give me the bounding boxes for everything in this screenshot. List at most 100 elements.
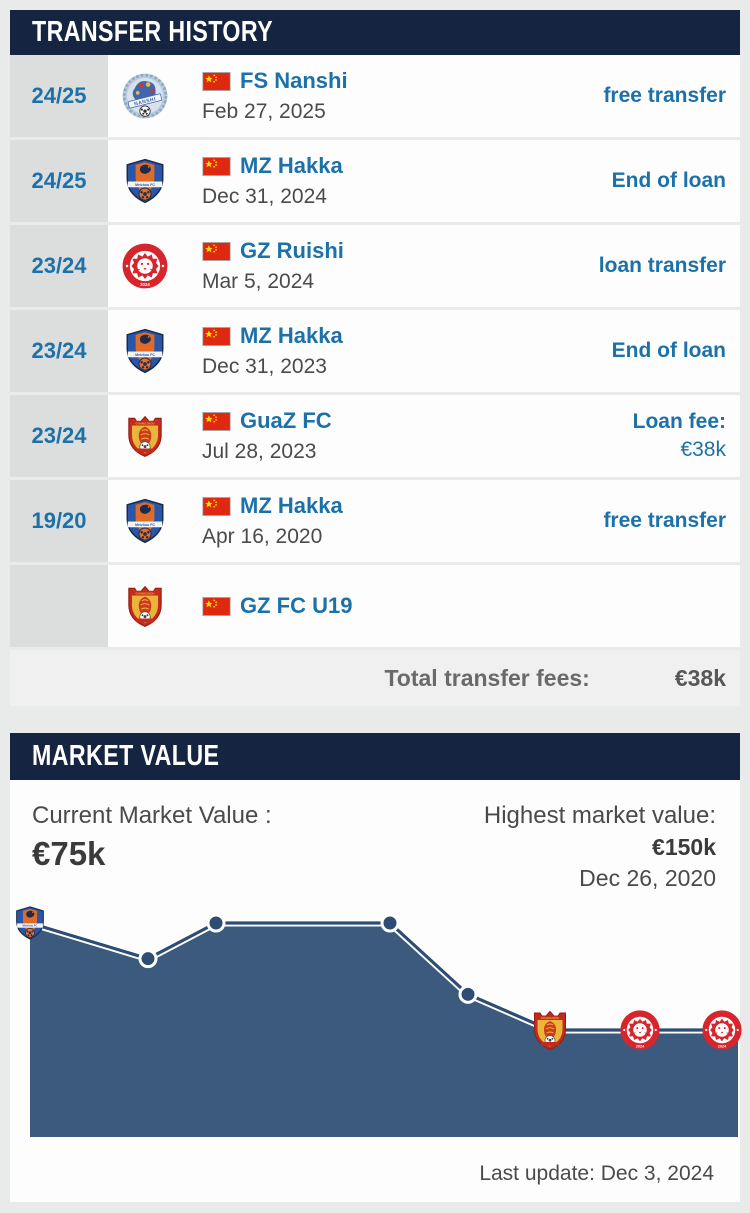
club-logo-link[interactable] (108, 157, 182, 205)
club-logo-link[interactable] (108, 497, 182, 545)
market-value-section: MARKET VALUE Current Market Value : €75k… (10, 733, 743, 1202)
club-name[interactable]: MZ Hakka (240, 323, 343, 348)
transfer-date: Jul 28, 2023 (202, 440, 317, 463)
chart-area (30, 922, 738, 1137)
club-name[interactable]: GZ FC U19 (240, 593, 353, 618)
transfer-date: Mar 5, 2024 (202, 270, 315, 293)
chart-point-dot (380, 913, 400, 933)
fee-text: free transfer (603, 83, 726, 107)
transfer-date: Feb 27, 2025 (202, 100, 326, 123)
club-info: GuaZ FC Jul 28, 2023 (182, 408, 332, 464)
transfer-row-main: MZ Hakka Dec 31, 2023 End of loan (108, 310, 740, 392)
season-cell (10, 565, 108, 647)
transfer-row: GZ FC U19 (10, 565, 740, 647)
transfer-row: 24/25 MZ Hakka Dec 31, 2024 End of loan (10, 140, 740, 222)
transfer-date: Apr 16, 2020 (202, 525, 323, 548)
china-flag-icon (202, 497, 231, 516)
transfer-row: 19/20 MZ Hakka Apr 16, 2020 free transfe… (10, 480, 740, 562)
total-transfer-fees-row: Total transfer fees: €38k (10, 650, 740, 706)
fee-cell: End of loan (612, 337, 740, 365)
transfer-row-main: GuaZ FC Jul 28, 2023 Loan fee: €38k (108, 395, 740, 477)
china-flag-icon (202, 72, 231, 91)
china-flag-icon (202, 327, 231, 346)
china-flag-icon (202, 157, 231, 176)
total-transfer-fees-value: €38k (674, 664, 726, 691)
club-info: MZ Hakka Dec 31, 2023 (182, 323, 343, 379)
transfer-row-main: FS Nanshi Feb 27, 2025 free transfer (108, 55, 740, 137)
club-name[interactable]: MZ Hakka (240, 493, 343, 518)
guaz-fc-logo-icon (121, 412, 169, 460)
club-info: MZ Hakka Apr 16, 2020 (182, 493, 343, 549)
transfer-row: 23/24 MZ Hakka Dec 31, 2023 End of loan (10, 310, 740, 392)
gz-ruishi-logo-icon (121, 242, 169, 290)
china-flag-icon (202, 597, 231, 616)
club-logo-link[interactable] (108, 582, 182, 630)
season-cell: 24/25 (10, 55, 108, 137)
chart-point-dot (206, 913, 226, 933)
transfer-row: 24/25 FS Nanshi Feb 27, 2025 free transf… (10, 55, 740, 137)
total-transfer-fees-label: Total transfer fees: (384, 664, 590, 691)
club-logo-link[interactable] (108, 242, 182, 290)
club-name[interactable]: GZ Ruishi (240, 238, 344, 263)
chart-point-ruishi-logo-icon (619, 1009, 661, 1051)
fee-cell: loan transfer (599, 252, 740, 280)
transfer-row: 23/24 GZ Ruishi Mar 5, 2024 loan transfe… (10, 225, 740, 307)
transfer-row: 23/24 GuaZ FC Jul 28, 2023 Loan fee: €38… (10, 395, 740, 477)
transfer-row-main: MZ Hakka Apr 16, 2020 free transfer (108, 480, 740, 562)
season-cell: 23/24 (10, 310, 108, 392)
club-name[interactable]: FS Nanshi (240, 68, 348, 93)
fs-nanshi-logo-icon (121, 72, 169, 120)
transfer-history-section: TRANSFER HISTORY 24/25 FS Nanshi Feb 27,… (10, 10, 740, 706)
fee-value: €38k (680, 438, 726, 461)
highest-market-value-date: Dec 26, 2020 (579, 865, 716, 891)
fee-cell: free transfer (603, 82, 740, 110)
transfer-row-main: GZ Ruishi Mar 5, 2024 loan transfer (108, 225, 740, 307)
chart-point-dot (458, 984, 478, 1004)
season-cell: 23/24 (10, 225, 108, 307)
transfer-history-header: TRANSFER HISTORY (10, 10, 740, 55)
transfer-row-main: GZ FC U19 (108, 565, 740, 647)
china-flag-icon (202, 242, 231, 261)
china-flag-icon (202, 412, 231, 431)
fee-text: free transfer (603, 508, 726, 532)
transfer-date: Dec 31, 2024 (202, 185, 327, 208)
transfer-history-title: TRANSFER HISTORY (32, 16, 273, 48)
club-info: FS Nanshi Feb 27, 2025 (182, 68, 348, 124)
club-logo-link[interactable] (108, 327, 182, 375)
market-value-chart (16, 906, 743, 1137)
season-cell: 19/20 (10, 480, 108, 562)
season-cell: 23/24 (10, 395, 108, 477)
fee-cell: End of loan (612, 167, 740, 195)
club-info: GZ FC U19 (182, 593, 352, 619)
mz-hakka-logo-icon (121, 327, 169, 375)
market-value-header: MARKET VALUE (10, 733, 740, 780)
season-cell: 24/25 (10, 140, 108, 222)
club-info: GZ Ruishi Mar 5, 2024 (182, 238, 344, 294)
highest-market-value-label: Highest market value: (483, 802, 716, 829)
transfer-row-main: MZ Hakka Dec 31, 2024 End of loan (108, 140, 740, 222)
current-market-value: €75k (32, 835, 106, 872)
fee-text: End of loan (611, 338, 726, 362)
highest-market-value-block: Highest market value: €150k Dec 26, 2020 (484, 802, 716, 892)
club-name[interactable]: MZ Hakka (240, 153, 343, 178)
mz-hakka-logo-icon (121, 157, 169, 205)
market-value-title: MARKET VALUE (32, 740, 220, 772)
last-update-text: Last update: Dec 3, 2024 (479, 1162, 714, 1185)
current-market-value-label: Current Market Value : (32, 802, 272, 829)
fee-text: loan transfer (598, 253, 726, 277)
club-logo-link[interactable] (108, 72, 182, 120)
club-logo-link[interactable] (108, 412, 182, 460)
gz-fc-u19-logo-icon (121, 582, 169, 630)
club-info: MZ Hakka Dec 31, 2024 (182, 153, 343, 209)
chart-point-dot (138, 949, 158, 969)
fee-text: End of loan (611, 168, 726, 192)
club-name[interactable]: GuaZ FC (240, 408, 332, 433)
fee-text: Loan fee: (632, 409, 726, 433)
fee-cell: Loan fee: €38k (633, 408, 740, 465)
chart-point-ruishi-logo-icon (701, 1009, 743, 1051)
mz-hakka-logo-icon (121, 497, 169, 545)
highest-market-value: €150k (652, 834, 716, 860)
market-value-body: Current Market Value : €75k Highest mark… (10, 780, 743, 1202)
transfer-date: Dec 31, 2023 (202, 355, 327, 378)
